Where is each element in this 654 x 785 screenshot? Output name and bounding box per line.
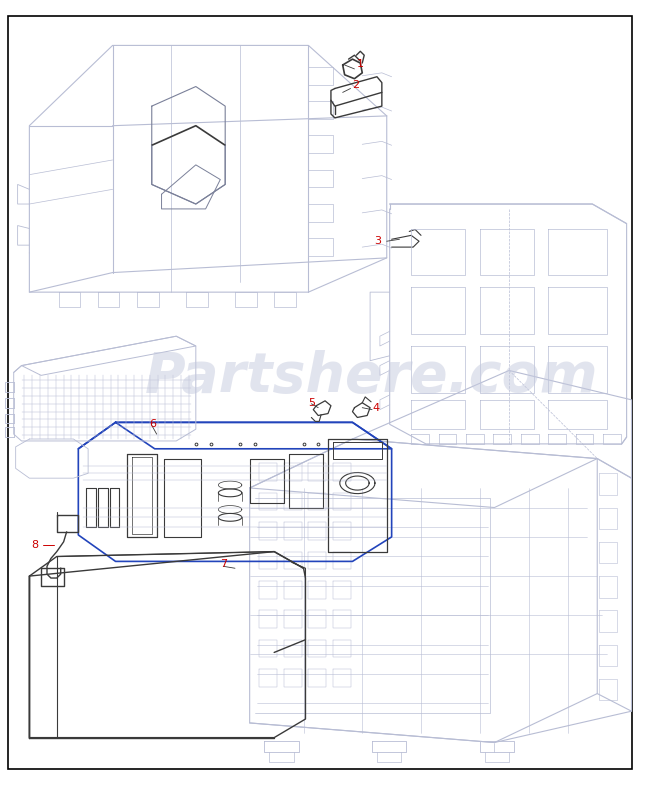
Text: 6: 6	[149, 419, 156, 429]
Text: 1: 1	[356, 59, 364, 69]
Text: 3: 3	[374, 236, 381, 246]
Text: 4: 4	[372, 403, 379, 413]
Text: 7: 7	[220, 560, 228, 569]
Text: 8: 8	[31, 540, 39, 549]
Text: 2: 2	[353, 79, 360, 89]
Text: Partshere.com: Partshere.com	[145, 350, 598, 404]
Text: 5: 5	[309, 398, 315, 407]
